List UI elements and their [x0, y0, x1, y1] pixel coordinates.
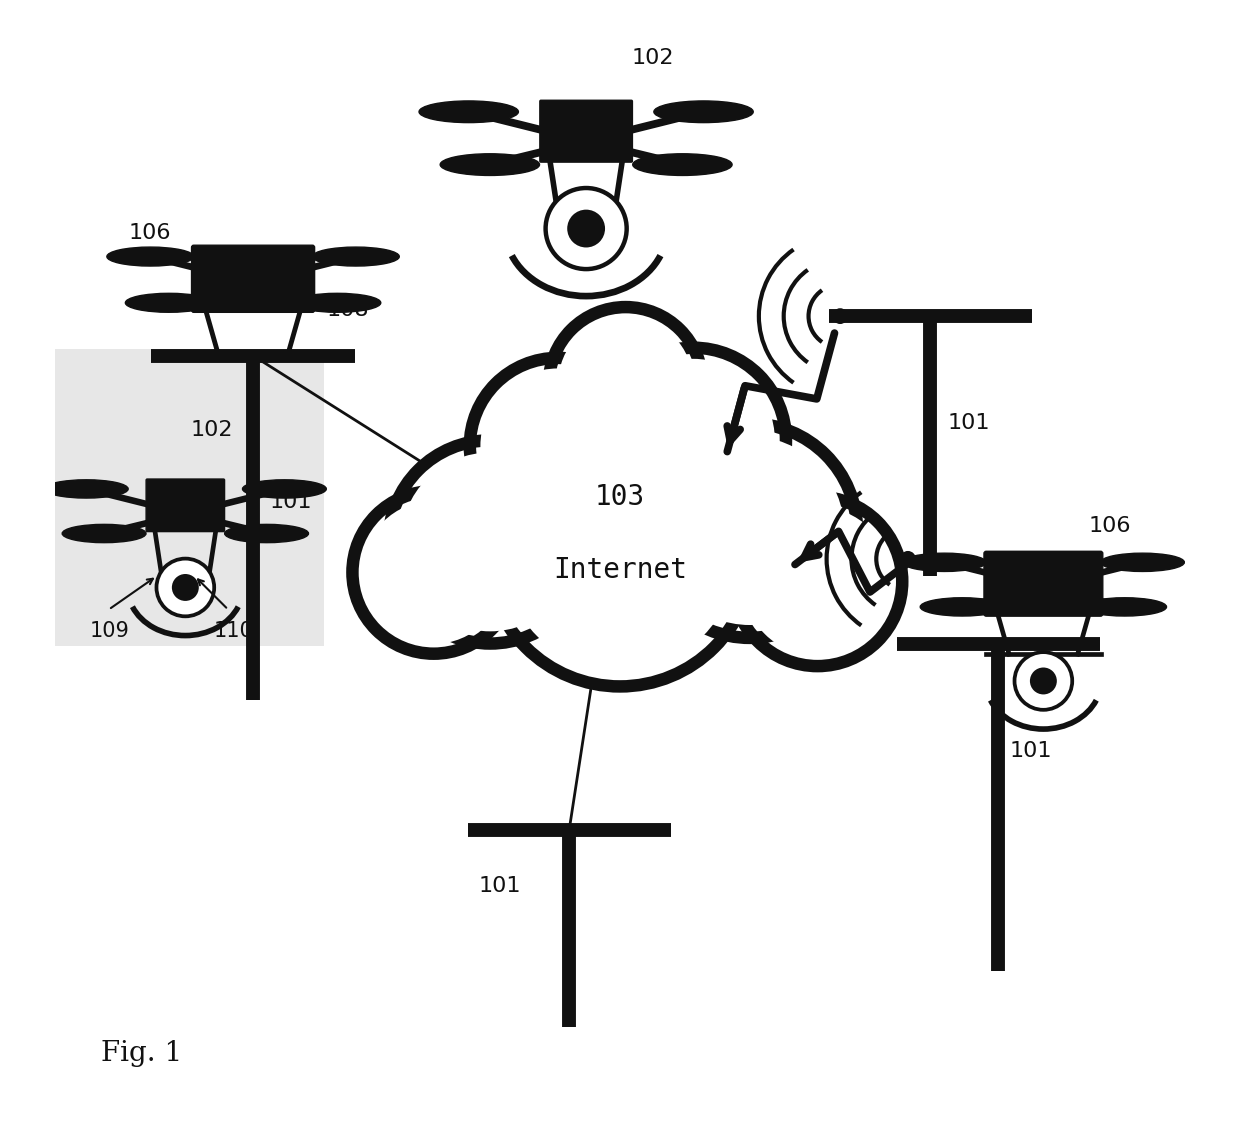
Ellipse shape: [312, 247, 399, 266]
Circle shape: [172, 574, 198, 601]
Circle shape: [1014, 653, 1073, 710]
Circle shape: [611, 359, 775, 522]
Ellipse shape: [903, 553, 986, 571]
Ellipse shape: [107, 247, 193, 266]
Bar: [47, 349, 324, 646]
Ellipse shape: [224, 524, 309, 543]
Circle shape: [567, 210, 605, 247]
Text: 106: 106: [129, 222, 171, 243]
Text: 106: 106: [1089, 516, 1131, 536]
Text: 108: 108: [326, 300, 370, 321]
Ellipse shape: [45, 480, 128, 498]
Text: Internet: Internet: [553, 557, 687, 584]
Circle shape: [832, 308, 848, 324]
Text: 109: 109: [89, 621, 129, 641]
Ellipse shape: [1101, 553, 1184, 571]
Ellipse shape: [653, 100, 753, 123]
Circle shape: [156, 559, 215, 616]
Text: 101: 101: [270, 492, 312, 513]
FancyBboxPatch shape: [539, 100, 632, 163]
Ellipse shape: [243, 480, 326, 498]
FancyBboxPatch shape: [191, 245, 315, 313]
Circle shape: [388, 440, 591, 644]
Circle shape: [502, 436, 738, 671]
Circle shape: [900, 551, 916, 567]
Text: Fig. 1: Fig. 1: [100, 1040, 182, 1067]
Ellipse shape: [1083, 597, 1167, 616]
FancyBboxPatch shape: [985, 551, 1102, 616]
Ellipse shape: [62, 524, 146, 543]
Circle shape: [362, 501, 505, 644]
Circle shape: [470, 358, 646, 534]
Text: 102: 102: [191, 420, 233, 440]
Circle shape: [352, 491, 515, 654]
Circle shape: [480, 368, 635, 524]
Circle shape: [549, 307, 702, 461]
Circle shape: [1030, 667, 1056, 694]
Circle shape: [656, 436, 844, 625]
Circle shape: [743, 507, 892, 656]
Circle shape: [546, 189, 626, 269]
Ellipse shape: [125, 294, 212, 313]
Text: 103: 103: [595, 483, 645, 510]
FancyBboxPatch shape: [146, 479, 224, 532]
Ellipse shape: [920, 597, 1004, 616]
Text: 110: 110: [213, 621, 253, 641]
Text: 101: 101: [947, 413, 990, 434]
Ellipse shape: [419, 100, 518, 123]
Ellipse shape: [440, 154, 539, 175]
Text: 101: 101: [479, 876, 521, 896]
Circle shape: [642, 423, 857, 638]
Ellipse shape: [632, 154, 732, 175]
Circle shape: [401, 453, 579, 631]
Circle shape: [601, 348, 786, 533]
Text: 102: 102: [631, 47, 673, 68]
Ellipse shape: [294, 294, 381, 313]
Circle shape: [487, 420, 753, 686]
Circle shape: [733, 497, 903, 666]
Circle shape: [558, 316, 693, 452]
Text: 101: 101: [1009, 741, 1052, 761]
